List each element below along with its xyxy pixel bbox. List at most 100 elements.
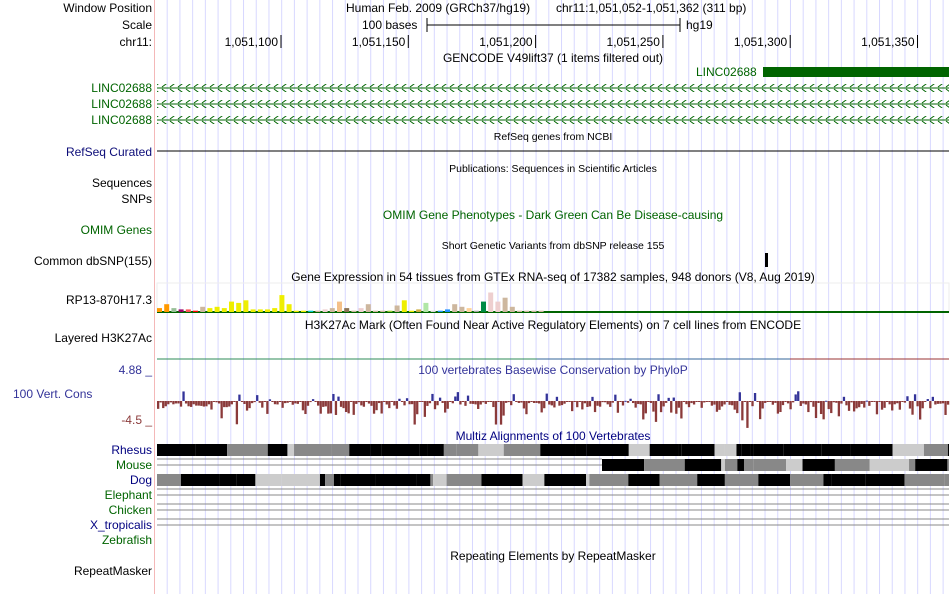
phylop-bar — [751, 401, 754, 407]
phylop-bar — [588, 401, 592, 407]
gene-label[interactable]: LINC02688 — [91, 97, 152, 111]
omim-title[interactable]: OMIM Gene Phenotypes - Dark Green Can Be… — [382, 208, 724, 222]
phylop-bar — [344, 401, 348, 413]
phylop-bar — [444, 401, 447, 413]
phylop-bar — [776, 401, 780, 414]
alignment-block — [478, 444, 504, 456]
refseq-curated-label[interactable]: RefSeq Curated — [65, 145, 152, 159]
phylop-bar — [337, 396, 340, 401]
dbsnp-title[interactable]: Short Genetic Variants from dbSNP releas… — [441, 240, 665, 252]
publications-title[interactable]: Publications: Sequences in Scientific Ar… — [449, 163, 657, 175]
alignment-block — [659, 474, 698, 486]
omim-genes-label[interactable]: OMIM Genes — [80, 223, 152, 237]
phylop-bar — [819, 401, 823, 415]
phylop-bar — [647, 401, 650, 402]
alignment-block — [267, 444, 288, 456]
species-elephant[interactable]: Elephant — [104, 488, 152, 502]
gene-label[interactable]: LINC02688 — [91, 113, 152, 127]
phylop-bar — [916, 401, 919, 407]
alignment-block — [750, 444, 754, 456]
phylop-bar — [929, 401, 932, 409]
phylop-bar — [868, 401, 871, 406]
h3k27ac-title[interactable]: H3K27Ac Mark (Often Found Near Active Re… — [304, 318, 802, 332]
species-chicken[interactable]: Chicken — [108, 503, 152, 517]
species-rhesus[interactable]: Rhesus — [111, 443, 152, 457]
species-mouse[interactable]: Mouse — [115, 458, 152, 472]
phylop-bar — [553, 401, 556, 408]
phylop-bar — [830, 401, 833, 414]
phylop-bar — [700, 401, 703, 408]
gtex-title[interactable]: Gene Expression in 54 tissues from GTEx … — [291, 270, 815, 284]
phylop-bar — [888, 401, 891, 405]
phylop-bar — [403, 401, 406, 406]
phylop-bar — [268, 399, 272, 401]
gtex-bar — [315, 310, 321, 312]
species-zebrafish[interactable]: Zebrafish — [101, 533, 152, 547]
ruler-tick-label: 1,051,350 — [861, 35, 915, 49]
gtex-bar — [459, 306, 465, 312]
phylop-bar — [317, 401, 320, 406]
position-readout: chr11:1,051,052-1,051,362 (311 bp) — [556, 1, 747, 15]
phylop-bar — [230, 401, 233, 405]
phylop-bar — [383, 401, 386, 402]
phylop-bar — [187, 401, 190, 407]
phylop-bar — [705, 401, 708, 402]
phylop-bar — [375, 401, 378, 411]
gtex-gene-label[interactable]: RP13-870H17.3 — [65, 293, 152, 307]
refseq-title[interactable]: RefSeq genes from NCBI — [493, 131, 613, 143]
alignment-block — [370, 444, 382, 456]
phylop-bar — [809, 401, 813, 403]
alignment-block — [419, 444, 428, 456]
phylop-bar — [446, 401, 449, 409]
alignment-block — [433, 474, 447, 486]
phylop-bar — [758, 401, 762, 420]
alignment-block — [721, 459, 725, 471]
phylop-bar — [835, 401, 838, 403]
gene-label[interactable]: LINC02688 — [696, 65, 757, 79]
phylop-bar — [395, 401, 399, 409]
phylop-bar — [855, 401, 858, 409]
alignment-block — [375, 474, 417, 486]
phylop-bar — [243, 401, 246, 405]
gtex-bar — [221, 308, 227, 312]
multiz-title[interactable]: Multiz Alignments of 100 Vertebrates — [455, 429, 651, 443]
phylop-label[interactable]: 100 Vert. Cons — [13, 387, 93, 401]
phylop-title[interactable]: 100 vertebrates Basewise Conservation by… — [418, 363, 688, 377]
species-xtropicalis[interactable]: X_tropicalis — [89, 518, 152, 532]
chrom-label: chr11: — [119, 35, 152, 49]
alignment-block — [697, 474, 725, 486]
phylop-bar — [256, 395, 259, 401]
phylop-bar — [225, 401, 228, 408]
gtex-bar — [301, 310, 306, 312]
gencode-title[interactable]: GENCODE V49lift37 (1 items filtered out) — [442, 51, 664, 65]
phylop-bar — [306, 401, 310, 406]
scale-label: Scale — [121, 18, 152, 32]
phylop-bar — [301, 401, 305, 411]
phylop-bar — [649, 401, 653, 403]
alignment-block — [319, 474, 326, 486]
rmsk-title[interactable]: Repeating Elements by RepeatMasker — [450, 549, 656, 563]
gtex-bar — [351, 310, 357, 312]
species-dog[interactable]: Dog — [129, 473, 152, 487]
alignment-block — [783, 444, 822, 456]
gene-label[interactable]: LINC02688 — [91, 81, 152, 95]
phylop-bar — [845, 401, 848, 406]
scale-db: hg19 — [686, 18, 713, 32]
alignment-block — [869, 459, 910, 471]
gtex-bar — [272, 308, 278, 312]
phylop-bar — [248, 401, 251, 409]
phylop-bar — [322, 401, 325, 407]
h3k27ac-label[interactable]: Layered H3K27Ac — [54, 331, 152, 345]
phylop-bar — [685, 401, 688, 405]
gtex-bar — [243, 300, 249, 312]
phylop-bar — [891, 401, 894, 411]
alignment-block — [281, 474, 320, 486]
phylop-max: 4.88 _ — [118, 363, 152, 377]
gtex-bar — [437, 310, 443, 312]
rmsk-label[interactable]: RepeatMasker — [73, 564, 152, 578]
phylop-bar — [195, 401, 198, 406]
sequences-label[interactable]: Sequences — [91, 176, 152, 190]
phylop-bar — [314, 401, 317, 402]
dbsnp-label[interactable]: Common dbSNP(155) — [33, 254, 152, 268]
snps-label[interactable]: SNPs — [121, 192, 152, 206]
